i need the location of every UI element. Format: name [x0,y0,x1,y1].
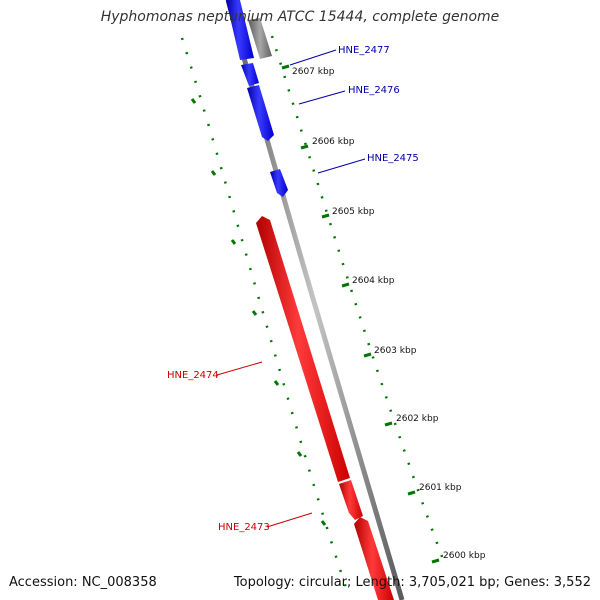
gene-label-hne-2473[interactable]: HNE_2473 [218,522,270,533]
gene-labels: HNE_2477 HNE_2476 HNE_2475 HNE_2474 HNE_… [167,45,419,533]
gene-hne-2476a[interactable] [241,63,259,86]
gene-label-hne-2474[interactable]: HNE_2474 [167,370,219,381]
tick-label-2604: 2604 kbp [352,276,395,286]
gene-hne-2476[interactable] [247,85,274,141]
major-ticks [281,64,440,564]
tick-2607 [281,64,290,70]
gene-hne-2473[interactable] [354,517,394,600]
genome-summary-text: Topology: circular; Length: 3,705,021 bp… [233,575,591,590]
gene-label-hne-2477[interactable]: HNE_2477 [338,45,390,56]
tick-label-2600: 2600 kbp [443,551,486,561]
gene-hne-2474[interactable] [256,216,350,482]
accession-text: Accession: NC_008358 [9,575,157,590]
tick-2605 [321,213,330,219]
tick-label-2605: 2605 kbp [332,207,375,217]
gene-hne-2475[interactable] [270,169,288,197]
tick-2603 [363,352,372,358]
gene-leaders [216,49,366,528]
tick-label-2606: 2606 kbp [312,137,355,147]
tick-label-2607: 2607 kbp [292,67,335,77]
gene-label-hne-2476[interactable]: HNE_2476 [348,85,400,96]
tick-2600 [431,558,440,564]
inner-major-ticks [190,98,327,526]
map-title: Hyphomonas neptunium ATCC 15444, complet… [100,9,500,25]
gray-feature [248,18,272,59]
tick-label-2601: 2601 kbp [419,483,462,493]
tick-label-2603: 2603 kbp [374,346,417,356]
tick-2601 [407,490,416,496]
tick-labels: 2607 kbp 2606 kbp 2605 kbp 2604 kbp 2603… [292,67,486,561]
tick-2604 [341,282,350,288]
tick-2602 [384,421,393,427]
gene-label-hne-2475[interactable]: HNE_2475 [367,153,419,164]
tick-label-2602: 2602 kbp [396,414,439,424]
gene-hne-2473a[interactable] [339,480,363,520]
gene-hne-2477[interactable] [226,0,254,60]
tick-2606 [300,144,309,150]
